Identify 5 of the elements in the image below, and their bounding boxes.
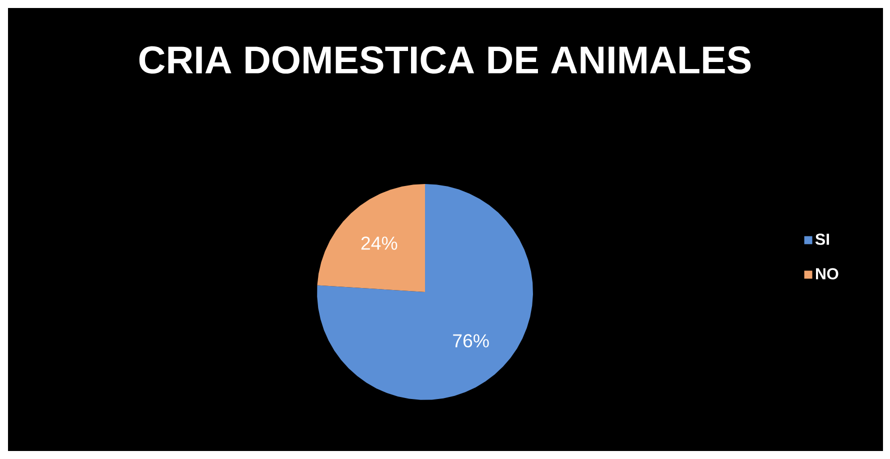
chart-title: CRIA DOMESTICA DE ANIMALES — [139, 46, 751, 74]
legend-label: NO — [816, 268, 838, 280]
data-label: 76% — [453, 334, 489, 348]
data-label: 24% — [361, 236, 398, 250]
legend-label: SI — [815, 234, 829, 245]
